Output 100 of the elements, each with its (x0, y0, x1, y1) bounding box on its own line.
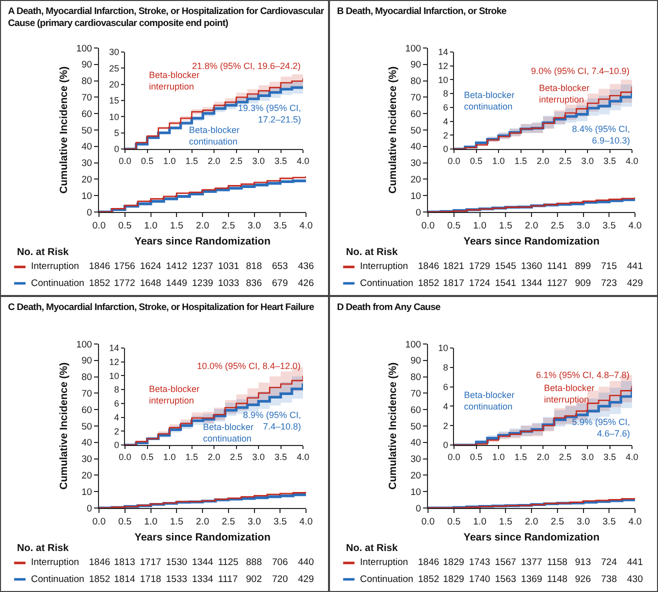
y-axis-title: Cumulative Incidence (%) (58, 66, 70, 194)
text: 441 (627, 261, 643, 272)
text: 1846 (418, 557, 440, 568)
x-tick-label: 2.0 (524, 516, 538, 528)
x-tick-label: 2.0 (196, 220, 210, 232)
y-tick-label: 6 (443, 382, 448, 392)
y-tick-label: 25 (109, 63, 120, 74)
x-tick-label: 2.5 (550, 516, 564, 528)
text: 913 (575, 557, 591, 568)
y-tick-label: 2 (443, 130, 448, 140)
chart-title: D Death from Any Cause (337, 302, 442, 314)
y-tick-label: 40 (82, 438, 92, 449)
y-tick-label: 10 (109, 112, 120, 122)
text: 1033 (218, 278, 240, 289)
y-tick-label: 0 (443, 440, 448, 450)
text: No. at Risk (346, 543, 398, 554)
text: 738 (601, 574, 617, 585)
y-tick-label: 50 (410, 125, 422, 136)
y-tick-label: 6 (443, 102, 448, 113)
text: Beta-blocker continuation (464, 390, 515, 412)
y-tick-label: 60 (410, 108, 422, 120)
text: 436 (298, 261, 314, 272)
annotation: 10.0% (95% CI, 8.4–12.0) (197, 361, 301, 371)
text: 1360 (521, 261, 542, 272)
legend-label: Interruption (31, 557, 80, 568)
text: 1377 (521, 557, 542, 568)
y-tick-label: 70 (82, 92, 92, 104)
text: 723 (601, 278, 617, 289)
series-label: Beta-blocker continuation (203, 422, 254, 444)
x-axis-title: Years since Randomization (464, 531, 600, 544)
text: 902 (246, 574, 262, 585)
text: 1344 (521, 278, 542, 289)
y-tick-label: 30 (410, 158, 422, 170)
x-tick-label: 1.0 (473, 516, 486, 528)
x-tick-label: 3.0 (248, 516, 261, 528)
x-tick-label: 1.5 (514, 156, 528, 166)
text: 430 (627, 574, 643, 585)
y-tick-label: 100 (405, 339, 422, 350)
y-tick-label: 50 (410, 421, 422, 432)
y-tick-label: 40 (410, 142, 422, 153)
y-tick-label: 2 (114, 426, 120, 436)
x-tick-label: 1.5 (499, 220, 512, 232)
text: 1724 (469, 278, 490, 289)
x-tick-label: 3.5 (602, 220, 616, 232)
y-tick-label: 10 (438, 343, 448, 354)
y-tick-label: 8 (443, 362, 448, 373)
y-tick-label: 4 (114, 412, 120, 422)
text: 429 (627, 278, 643, 289)
x-tick-label: 3.0 (581, 156, 594, 166)
text: Beta-blocker interruption (149, 70, 200, 92)
text: 1817 (443, 278, 464, 289)
text: 1624 (140, 261, 162, 272)
x-tick-label: 2.0 (524, 220, 538, 232)
legend-label: Continuation (31, 574, 84, 585)
y-tick-label: 80 (82, 372, 92, 384)
y-tick-label: 20 (82, 470, 92, 482)
x-tick-label: 0.5 (118, 220, 132, 232)
y-tick-label: 70 (410, 92, 422, 104)
text: 899 (575, 261, 591, 272)
text: 715 (601, 261, 617, 272)
legend-label: Continuation (360, 278, 414, 289)
x-tick-label: 1.5 (185, 156, 198, 166)
y-tick-label: 0 (114, 144, 120, 154)
x-tick-label: 4.0 (296, 156, 310, 166)
text: 1148 (547, 574, 568, 585)
x-tick-label: 0.5 (470, 452, 483, 462)
text: 1412 (166, 261, 188, 272)
legend-label: Interruption (31, 261, 80, 272)
x-tick-label: 4.0 (626, 452, 638, 462)
text: 1545 (495, 261, 516, 272)
text: 1743 (469, 557, 490, 568)
y-tick-label: 2 (443, 420, 448, 431)
x-axis-title: Years since Randomization (464, 235, 600, 248)
x-tick-label: 0.0 (448, 452, 460, 462)
y-tick-label: 50 (82, 125, 92, 136)
y-tick-label: 10 (410, 486, 422, 498)
x-tick-label: 2.5 (558, 452, 572, 462)
y-tick-label: 4 (443, 116, 448, 126)
annotation: 5.9% (95% CI, 4.6–7.6) (572, 417, 630, 439)
text: 1530 (166, 557, 188, 568)
chart-title: C Death, Myocardial Infarction, Stroke, or Hospitalization for Heart Failure (8, 302, 315, 314)
chart-title: A Death, Myocardial Infarction, Stroke, or Hospitalization for Cardiovascular Cause (primary cardiovascular composite end point) (8, 6, 324, 30)
x-tick-label: 1.0 (163, 156, 176, 166)
y-tick-label: 30 (82, 158, 92, 170)
text: 720 (272, 574, 288, 585)
text: 1344 (192, 557, 214, 568)
x-tick-label: 3.0 (581, 452, 594, 462)
x-tick-label: 0.0 (421, 516, 435, 528)
text: 1821 (443, 261, 464, 272)
y-tick-label: 10 (82, 190, 92, 202)
text: 1846 (418, 261, 440, 272)
text: 1756 (114, 261, 136, 272)
x-tick-label: 3.0 (252, 156, 265, 166)
x-tick-label: 0.5 (140, 452, 154, 462)
y-tick-label: 0 (416, 207, 422, 218)
x-tick-label: 4.0 (299, 516, 313, 528)
x-tick-label: 0.5 (447, 516, 460, 528)
x-axis-title: Years since Randomization (134, 531, 270, 544)
text: 1541 (495, 278, 516, 289)
text: 1141 (547, 261, 568, 272)
